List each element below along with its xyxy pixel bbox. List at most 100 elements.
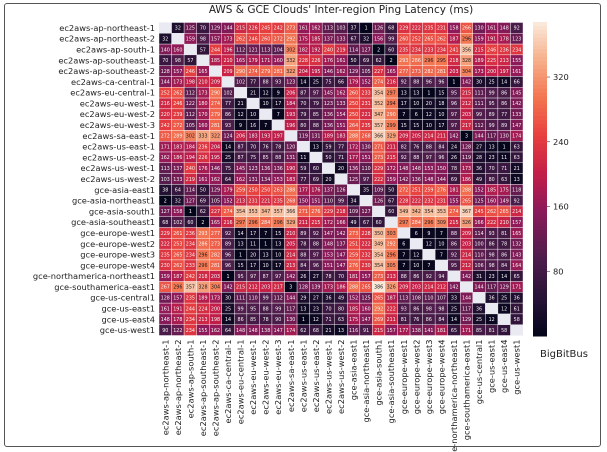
cell-value-label: 151 <box>336 123 345 129</box>
colorbar-segment <box>533 324 547 329</box>
cell-value-label: 85 <box>250 317 256 323</box>
cell-value-label: 76 <box>413 144 419 150</box>
cell-value-label: 98 <box>426 306 432 312</box>
cell-value-label: 102 <box>236 80 245 86</box>
cell-value-label: 233 <box>186 263 195 269</box>
cell-value-label: 213 <box>236 198 245 204</box>
cell-value-label: 68 <box>313 328 319 334</box>
cell-value-label: 161 <box>336 58 345 64</box>
cell-value-label: 296 <box>173 285 182 291</box>
cell-value-label: 235 <box>161 252 170 258</box>
cell-value-label: 209 <box>211 80 220 86</box>
cell-value-label: 173 <box>474 69 483 75</box>
cell-value-label: 228 <box>399 198 408 204</box>
cell-value-label: 162 <box>211 328 220 334</box>
cell-value-label: 36 <box>514 296 520 302</box>
cell-value-label: 277 <box>211 231 220 237</box>
cell-value-label: 292 <box>286 36 295 42</box>
column-label: ec2aws-ca-central-1 <box>223 340 233 424</box>
heatmap-cell-missing <box>309 152 323 163</box>
cell-value-label: 75 <box>325 80 331 86</box>
colorbar-segment <box>533 218 547 223</box>
cell-value-label: 235 <box>186 296 195 302</box>
cell-value-label: 187 <box>449 36 458 42</box>
cell-value-label: 49 <box>350 220 356 226</box>
colorbar-tick-label: 240 <box>553 137 569 147</box>
cell-value-label: 111 <box>474 101 483 107</box>
colorbar-segment <box>533 304 547 310</box>
cell-value-label: 354 <box>424 209 433 215</box>
colorbar-segment <box>533 49 547 54</box>
cell-value-label: 88 <box>413 155 419 161</box>
cell-value-label: 138 <box>261 328 270 334</box>
cell-value-label: 200 <box>487 69 496 75</box>
cell-value-label: 136 <box>324 112 333 118</box>
cell-value-label: 96 <box>225 252 231 258</box>
row-label: gce-europe-west3 <box>80 250 155 260</box>
cell-value-label: 176 <box>311 188 320 194</box>
colorbar-segment <box>533 139 547 145</box>
cell-value-label: 231 <box>362 101 371 107</box>
cell-value-label: 12 <box>489 317 495 323</box>
cell-value-label: 273 <box>211 242 220 248</box>
cell-value-label: 9 <box>239 123 242 129</box>
cell-value-label: 197 <box>500 69 509 75</box>
column-label: ec2aws-sa-east-1 <box>286 340 296 413</box>
cell-value-label: 87 <box>238 144 244 150</box>
cell-value-label: 349 <box>399 209 408 215</box>
column-label: gce-asia-east1 <box>349 340 359 401</box>
cell-value-label: 80 <box>300 123 306 129</box>
cell-value-label: 89 <box>300 231 306 237</box>
cell-value-label: 88 <box>313 242 319 248</box>
cell-value-label: 246 <box>487 47 496 53</box>
cell-value-label: 189 <box>198 296 207 302</box>
cell-value-label: 78 <box>300 242 306 248</box>
cell-value-label: 14 <box>501 80 507 86</box>
row-label: gce-us-west1 <box>100 325 155 335</box>
cell-value-label: 26 <box>451 155 457 161</box>
cell-value-label: 50 <box>388 188 394 194</box>
cell-value-label: 7 <box>440 252 443 258</box>
cell-value-label: 88 <box>413 80 419 86</box>
cell-value-label: 250 <box>349 101 358 107</box>
cell-value-label: 212 <box>462 263 471 269</box>
cell-value-label: 81 <box>401 317 407 323</box>
cell-value-label: 226 <box>249 26 258 32</box>
colorbar-segment <box>533 312 547 317</box>
cell-value-label: 105 <box>362 69 371 75</box>
cell-value-label: 174 <box>512 134 521 140</box>
cell-value-label: 28 <box>476 155 482 161</box>
cell-value-label: 10 <box>250 112 256 118</box>
cell-value-label: 27 <box>313 274 319 280</box>
cell-value-label: 144 <box>474 285 483 291</box>
colorbar-segment <box>533 155 547 160</box>
cell-value-label: 226 <box>198 155 207 161</box>
cell-value-label: 110 <box>362 166 371 172</box>
colorbar-segment <box>533 22 547 27</box>
column-label: gce-europe-west2 <box>411 340 421 415</box>
cell-value-label: 227 <box>374 69 383 75</box>
cell-value-label: 233 <box>362 90 371 96</box>
cell-value-label: 185 <box>487 188 496 194</box>
cell-value-label: 10 <box>438 112 444 118</box>
cell-value-label: 142 <box>462 274 471 280</box>
colorbar-segment <box>533 112 547 117</box>
cell-value-label: 246 <box>186 69 195 75</box>
cell-value-label: 88 <box>275 155 281 161</box>
colorbar-segment <box>533 198 547 204</box>
cell-value-label: 159 <box>186 36 195 42</box>
cell-value-label: 10 <box>275 252 281 258</box>
cell-value-label: 96 <box>426 80 432 86</box>
cell-value-label: 133 <box>336 36 345 42</box>
cell-value-label: 99 <box>388 36 394 42</box>
cell-value-label: 272 <box>399 188 408 194</box>
cell-value-label: 81 <box>489 328 495 334</box>
cell-value-label: 174 <box>286 328 295 334</box>
cell-value-label: 204 <box>211 144 220 150</box>
cell-value-label: 69 <box>313 177 319 183</box>
cell-value-label: 217 <box>274 285 283 291</box>
cell-value-label: 183 <box>249 134 258 140</box>
cell-value-label: 145 <box>512 90 521 96</box>
cell-value-label: 86 <box>501 90 507 96</box>
